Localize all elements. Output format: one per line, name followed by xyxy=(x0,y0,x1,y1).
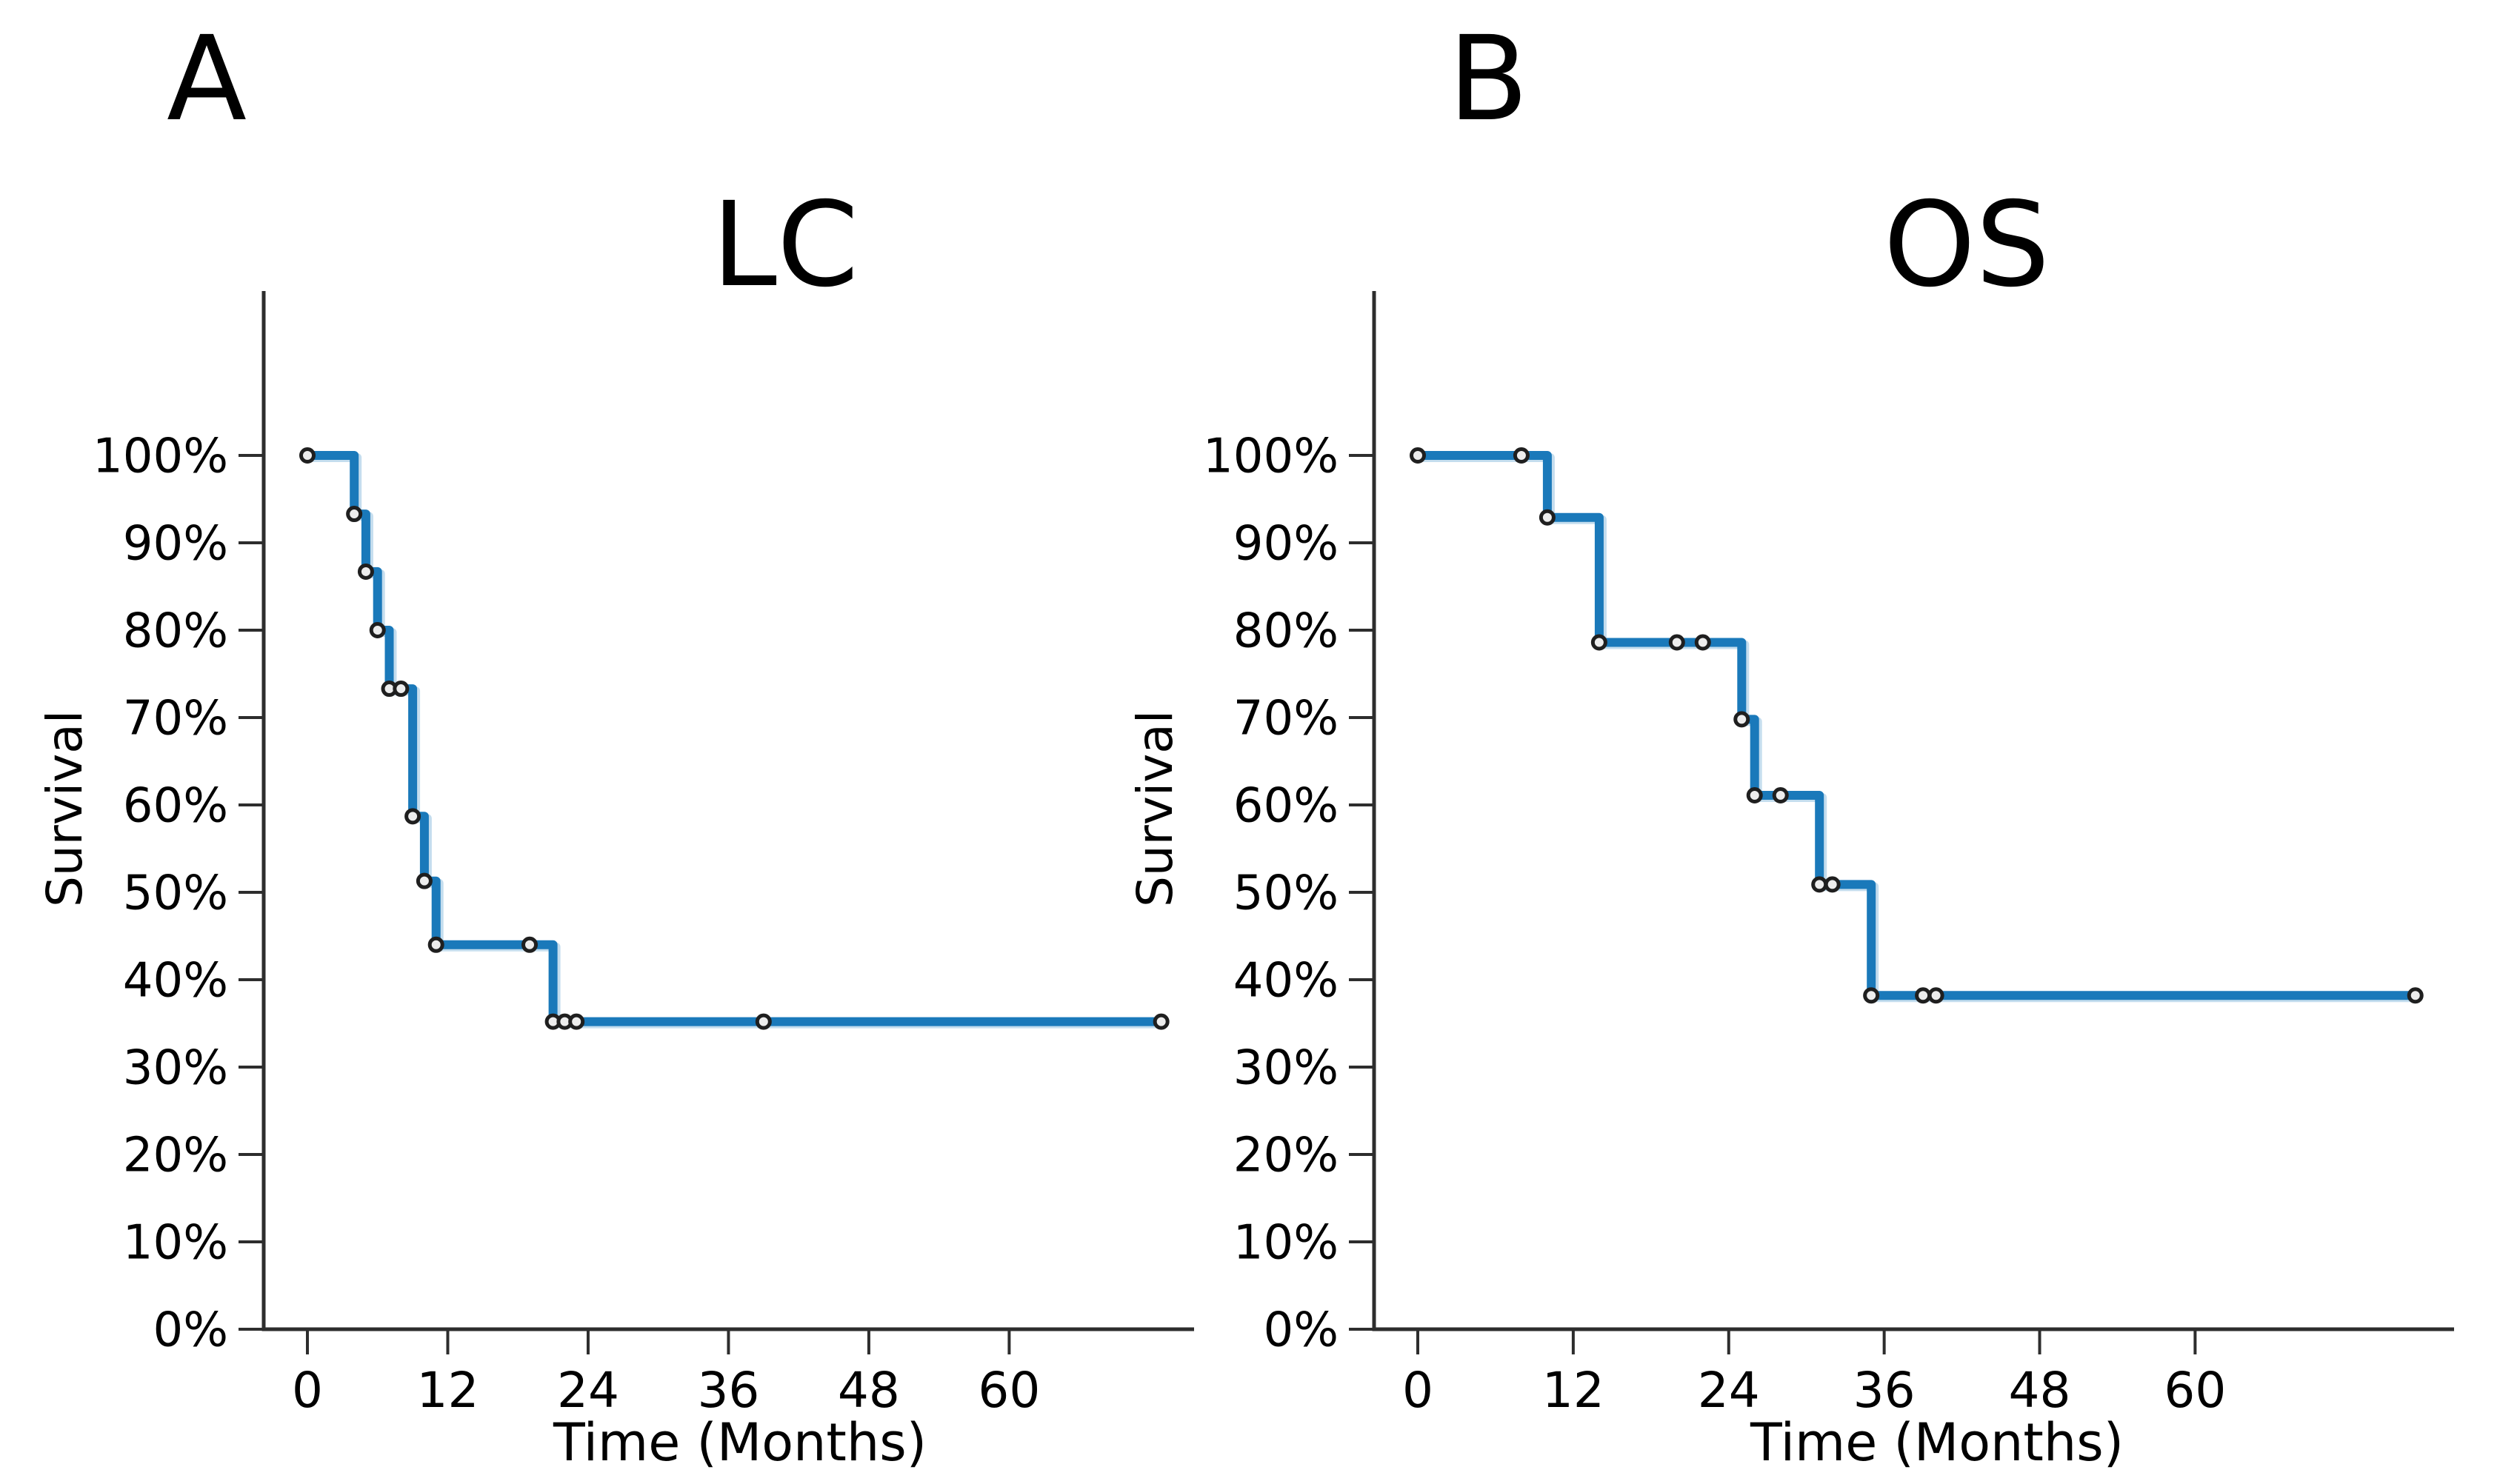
censor-marker xyxy=(568,1013,585,1030)
event-marker xyxy=(369,622,386,638)
y-axis-title-a: Survival xyxy=(36,709,93,908)
x-tick-label: 24 xyxy=(1698,1362,1760,1419)
y-tick-label: 80% xyxy=(123,604,228,658)
censor-marker xyxy=(1772,787,1789,804)
x-tick-label: 24 xyxy=(557,1362,619,1419)
y-tick-label: 40% xyxy=(1233,953,1339,1008)
y-tick-label: 100% xyxy=(1203,429,1339,484)
y-tick-label: 50% xyxy=(123,866,228,920)
x-tick-label: 36 xyxy=(697,1362,759,1419)
start-marker xyxy=(299,447,316,464)
event-marker xyxy=(1733,711,1750,728)
censor-marker xyxy=(1927,987,1944,1004)
y-tick-label: 30% xyxy=(1233,1040,1339,1095)
censor-marker xyxy=(1153,1013,1170,1030)
event-marker xyxy=(1590,634,1607,651)
y-tick-label: 50% xyxy=(1233,866,1339,920)
event-marker xyxy=(416,872,433,889)
y-tick-label: 20% xyxy=(123,1128,228,1183)
x-tick-label: 60 xyxy=(978,1362,1040,1419)
censor-marker xyxy=(1668,634,1685,651)
censor-marker xyxy=(521,936,539,953)
chart-title-lc: LC xyxy=(711,177,859,313)
y-tick-label: 100% xyxy=(93,429,228,484)
event-marker xyxy=(404,808,421,825)
start-marker xyxy=(1410,447,1426,464)
x-tick-label: 12 xyxy=(416,1362,479,1419)
event-marker xyxy=(1539,509,1556,526)
x-tick-label: 48 xyxy=(2009,1362,2071,1419)
x-tick-label: 60 xyxy=(2164,1362,2226,1419)
survival-curve xyxy=(1413,451,2420,1000)
censor-marker xyxy=(1513,447,1530,464)
y-axis-title-b: Survival xyxy=(1127,709,1184,908)
chart-title-os: OS xyxy=(1883,177,2050,313)
x-axis-title-a: Time (Months) xyxy=(553,1412,927,1473)
y-tick-label: 90% xyxy=(123,516,228,571)
x-tick-label: 36 xyxy=(1853,1362,1916,1419)
censor-marker xyxy=(1824,876,1841,893)
censor-marker xyxy=(1915,987,1932,1004)
censor-marker xyxy=(1694,634,1711,651)
panel-label-a: A xyxy=(167,11,247,147)
y-tick-label: 90% xyxy=(1233,516,1339,571)
y-tick-label: 60% xyxy=(1233,778,1339,833)
x-tick-label: 0 xyxy=(1402,1362,1433,1419)
event-marker xyxy=(1746,787,1763,804)
y-tick-label: 60% xyxy=(123,778,228,833)
panel-label-b: B xyxy=(1448,11,1529,147)
censor-marker xyxy=(2407,987,2424,1004)
y-tick-label: 70% xyxy=(123,691,228,746)
x-tick-label: 48 xyxy=(838,1362,900,1419)
y-tick-label: 10% xyxy=(123,1215,228,1270)
event-marker xyxy=(427,936,444,953)
y-tick-label: 20% xyxy=(1233,1128,1339,1183)
x-axis-title-b: Time (Months) xyxy=(1750,1412,2124,1473)
event-marker xyxy=(346,506,363,523)
event-marker xyxy=(357,563,374,580)
event-marker xyxy=(1863,987,1880,1004)
censor-marker xyxy=(393,681,410,698)
y-tick-label: 30% xyxy=(123,1040,228,1095)
censor-marker xyxy=(755,1013,772,1030)
y-tick-label: 10% xyxy=(1233,1215,1339,1270)
y-tick-label: 40% xyxy=(123,953,228,1008)
y-tick-label: 0% xyxy=(153,1303,228,1357)
y-tick-label: 70% xyxy=(1233,691,1339,746)
event-marker xyxy=(1811,876,1828,893)
x-tick-label: 12 xyxy=(1542,1362,1604,1419)
y-tick-label: 0% xyxy=(1263,1303,1339,1357)
y-tick-label: 80% xyxy=(1233,604,1339,658)
x-tick-label: 0 xyxy=(292,1362,323,1419)
